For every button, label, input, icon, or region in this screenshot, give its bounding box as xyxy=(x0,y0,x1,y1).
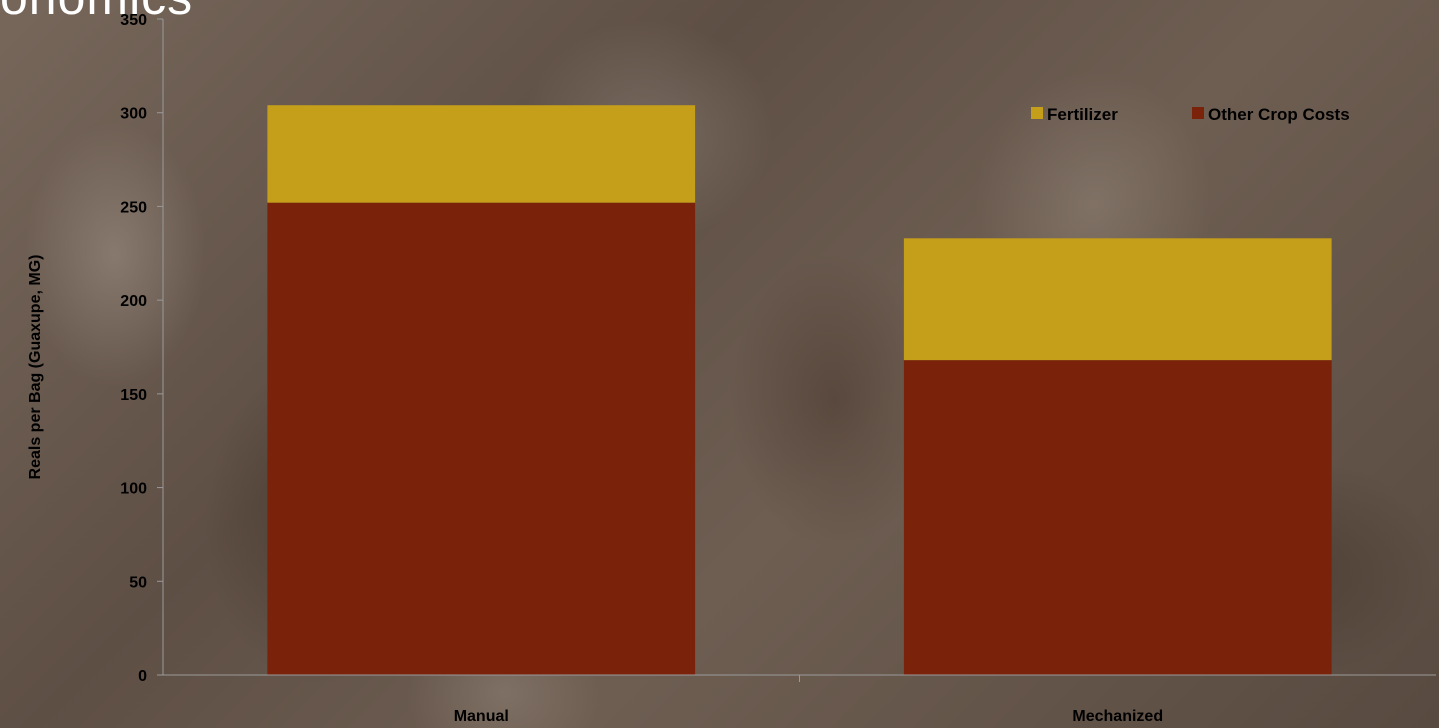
y-tick-label-350: 350 xyxy=(120,12,147,29)
axes-group: Manual Mechanized 0 50 100 150 200 250 300 350 Rea… xyxy=(27,12,1436,725)
y-axis-title: Reals per Bag (Guaxupe, MG) xyxy=(27,255,44,480)
y-tick-label-250: 250 xyxy=(120,199,147,216)
y-tick-label-50: 50 xyxy=(129,574,147,591)
x-tick-label-manual: Manual xyxy=(454,708,509,725)
bars-group xyxy=(267,105,1332,675)
y-tick-label-300: 300 xyxy=(120,106,147,123)
legend-label-fertilizer: Fertilizer xyxy=(1047,105,1118,124)
page-title: onomics xyxy=(0,0,193,26)
y-tick-label-100: 100 xyxy=(120,481,147,498)
bar-mechanized-other-crop-costs xyxy=(903,360,1332,675)
bar-manual-fertilizer xyxy=(267,105,696,203)
bar-mechanized-fertilizer xyxy=(903,238,1332,361)
x-tick-label-mechanized: Mechanized xyxy=(1072,708,1163,725)
bar-manual-other-crop-costs xyxy=(267,202,696,675)
legend-label-other-crop-costs: Other Crop Costs xyxy=(1208,105,1350,124)
legend-swatch-other-crop-costs xyxy=(1192,107,1204,119)
y-tick-label-200: 200 xyxy=(120,293,147,310)
legend: Fertilizer Other Crop Costs xyxy=(1031,105,1350,124)
y-tick-label-0: 0 xyxy=(138,668,147,685)
legend-swatch-fertilizer xyxy=(1031,107,1043,119)
y-tick-label-150: 150 xyxy=(120,387,147,404)
